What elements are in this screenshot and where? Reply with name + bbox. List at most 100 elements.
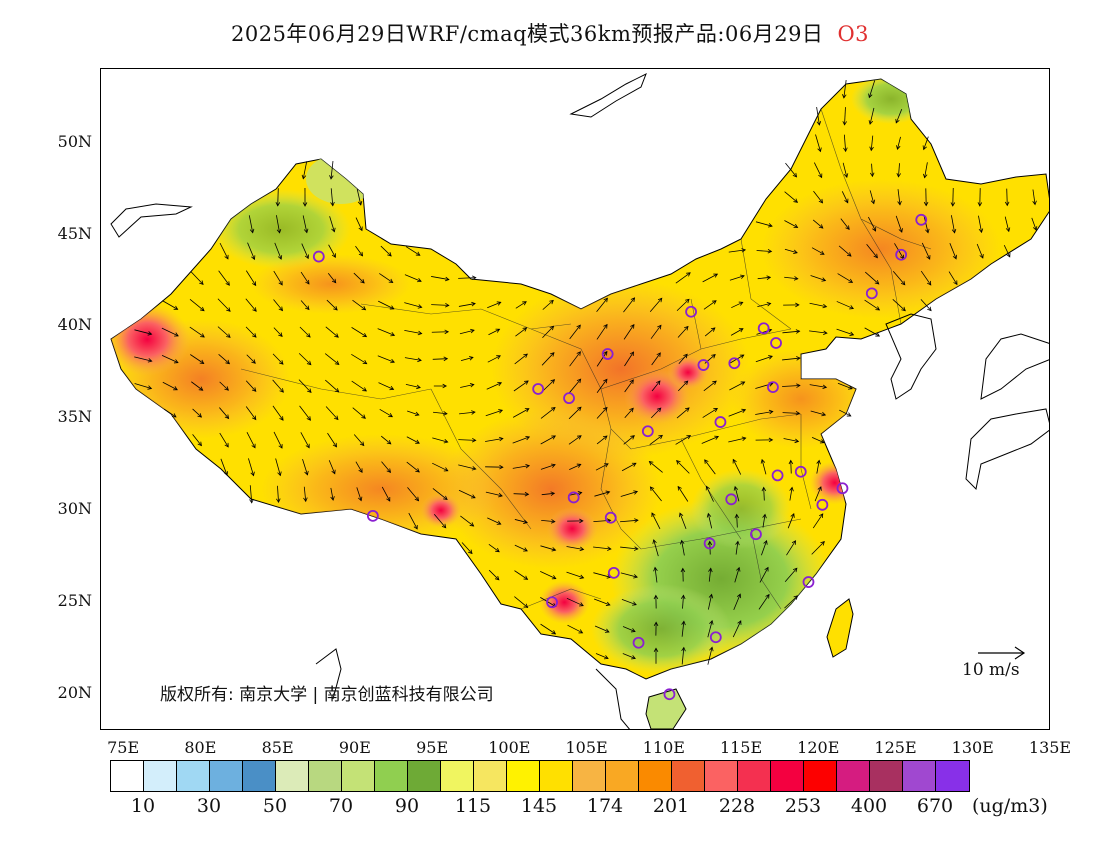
wind-arrow [920,270,932,286]
wind-arrow [303,486,308,503]
station-marker[interactable] [312,250,325,263]
wind-arrow [755,437,774,443]
station-marker[interactable] [703,537,716,550]
wind-arrow [377,355,395,364]
wind-arrow [623,323,635,340]
station-marker[interactable] [915,213,928,226]
wind-arrow [596,297,608,313]
station-marker[interactable] [714,416,727,428]
wind-arrow [621,462,637,472]
wind-arrow [897,189,902,206]
wind-arrow [300,271,310,285]
station-marker[interactable] [663,688,676,701]
wind-arrow [701,435,720,444]
station-marker[interactable] [750,528,762,541]
station-marker[interactable] [725,493,738,506]
wind-arrow [761,539,768,556]
wind-arrow [273,299,283,312]
wind-arrow [569,351,581,367]
wind-arrow [816,107,822,126]
wind-arrow [248,458,255,477]
legend-swatch [474,761,507,791]
station-marker[interactable] [697,359,710,371]
legend-tick-label: 400 [850,795,888,817]
wind-arrow [512,408,530,418]
legend-swatch [342,761,375,791]
station-marker[interactable] [770,337,782,349]
station-marker[interactable] [757,322,770,335]
wind-arrow [568,491,583,496]
station-marker[interactable] [604,511,617,524]
wind-arrow [1004,188,1010,207]
wind-arrow [782,383,801,388]
wind-arrow [757,275,772,280]
station-marker[interactable] [895,248,908,261]
station-marker[interactable] [632,636,645,649]
wind-arrow [431,329,450,335]
station-marker[interactable] [865,287,878,300]
wind-arrow [217,326,231,338]
wind-arrow [486,382,503,390]
wind-arrow [837,273,854,283]
station-marker[interactable] [836,482,849,495]
station-marker[interactable] [532,383,545,395]
wind-arrow [248,215,255,234]
station-marker[interactable] [563,392,575,405]
station-marker[interactable] [794,465,807,478]
station-marker[interactable] [802,576,815,588]
wind-arrow [189,326,205,338]
province-boundaries [240,108,932,610]
wind-arrow [245,326,257,338]
wind-arrow [731,301,744,309]
wind-arrow [247,242,256,261]
wind-arrow [977,188,983,207]
lon-tick-label: 110E [642,738,685,757]
japan-outline [965,408,1049,491]
wind-arrow [707,619,714,638]
wind-arrow [190,354,205,364]
wind-arrow [836,328,855,336]
legend-swatch [870,761,903,791]
station-marker[interactable] [771,469,784,482]
wind-arrow [302,215,309,234]
wind-arrow [785,162,798,178]
wind-arrow [621,598,637,606]
station-marker[interactable] [728,357,741,370]
legend-swatch [573,761,606,791]
wind-arrow [566,571,585,579]
wind-arrow [1004,216,1011,233]
station-marker[interactable] [546,596,558,609]
wind-arrow [679,512,687,529]
wind-arrow [540,407,556,419]
wind-arrow [840,218,850,231]
wind-arrow [809,330,828,335]
station-marker[interactable] [567,491,580,504]
wind-arrow [730,328,744,336]
legend-swatch [243,761,276,791]
wind-arrow [788,459,794,474]
wind-arrow [276,215,282,234]
station-marker[interactable] [641,425,654,438]
legend-swatch [507,761,540,791]
wind-arrow [892,270,906,286]
wind-arrow [301,161,308,180]
station-marker[interactable] [816,498,829,511]
station-marker[interactable] [366,509,379,522]
station-marker[interactable] [685,305,697,318]
wind-arrow [431,276,450,282]
lat-tick-label: 50N [57,131,92,151]
station-marker[interactable] [767,381,779,394]
wind-reference-arrow [978,646,1026,660]
wind-arrow [272,353,284,365]
station-marker[interactable] [601,348,614,360]
lon-tick-label: 105E [565,738,608,757]
legend-tick-label: 201 [652,795,690,817]
station-marker[interactable] [607,566,620,579]
station-marker[interactable] [709,631,722,644]
wind-arrow [755,221,773,228]
wind-arrow [811,247,825,255]
wind-arrow [351,353,368,365]
wind-arrow [837,382,853,390]
map-panel[interactable] [100,68,1050,730]
wind-arrow [896,163,901,178]
